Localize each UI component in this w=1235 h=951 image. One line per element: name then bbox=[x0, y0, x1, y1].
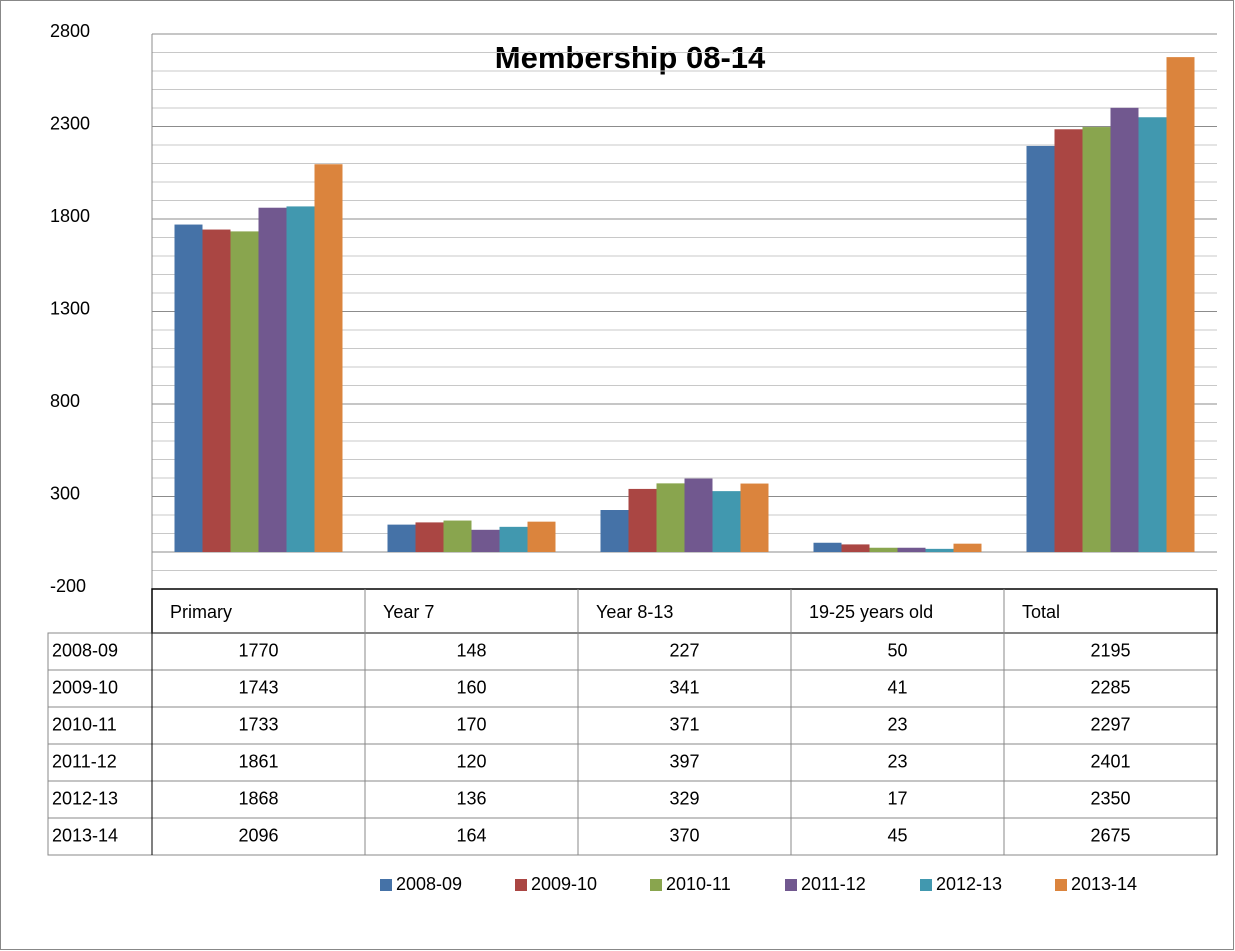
bar bbox=[499, 526, 528, 552]
bar bbox=[387, 524, 416, 552]
table-cell: 170 bbox=[456, 714, 486, 734]
table-cell: 2297 bbox=[1090, 714, 1130, 734]
table-cell: 1770 bbox=[238, 640, 278, 660]
bar bbox=[656, 483, 685, 552]
table-cell: 227 bbox=[669, 640, 699, 660]
legend-swatch bbox=[920, 879, 932, 891]
table-cell: 160 bbox=[456, 677, 486, 697]
legend-label: 2008-09 bbox=[396, 874, 462, 894]
table-cell: 23 bbox=[887, 751, 907, 771]
table-cell: 23 bbox=[887, 714, 907, 734]
table-cell: 41 bbox=[887, 677, 907, 697]
table-row-label: 2008-09 bbox=[52, 640, 118, 660]
bar bbox=[415, 522, 444, 552]
legend-label: 2012-13 bbox=[936, 874, 1002, 894]
bar bbox=[443, 520, 472, 552]
y-tick-label: 1800 bbox=[50, 206, 90, 226]
bar bbox=[286, 206, 315, 553]
y-tick-label: 300 bbox=[50, 483, 80, 503]
bar bbox=[230, 231, 259, 552]
bar bbox=[471, 529, 500, 552]
legend-label: 2010-11 bbox=[666, 874, 731, 894]
bar bbox=[684, 478, 713, 552]
table-cell: 2195 bbox=[1090, 640, 1130, 660]
bar bbox=[953, 543, 982, 552]
y-tick-label: -200 bbox=[50, 576, 86, 596]
table-cell: 164 bbox=[456, 825, 486, 845]
table-cell: 1861 bbox=[238, 751, 278, 771]
table-cell: 17 bbox=[887, 788, 907, 808]
table-cell: 1868 bbox=[238, 788, 278, 808]
legend-swatch bbox=[515, 879, 527, 891]
bar bbox=[1026, 145, 1055, 553]
table-cell: 1743 bbox=[238, 677, 278, 697]
table-cell: 2285 bbox=[1090, 677, 1130, 697]
x-tick-label: Total bbox=[1022, 602, 1060, 622]
bar bbox=[925, 548, 954, 552]
bar bbox=[1082, 127, 1111, 553]
bar bbox=[740, 483, 769, 552]
x-tick-label: 19-25 years old bbox=[809, 602, 933, 622]
table-cell: 371 bbox=[669, 714, 699, 734]
table-cell: 397 bbox=[669, 751, 699, 771]
bar bbox=[712, 491, 741, 552]
bar bbox=[527, 521, 556, 552]
bar bbox=[1166, 57, 1195, 552]
table-row-label: 2012-13 bbox=[52, 788, 118, 808]
legend-swatch bbox=[1055, 879, 1067, 891]
y-tick-label: 1300 bbox=[50, 298, 90, 318]
table-row-label: 2011-12 bbox=[52, 751, 117, 771]
y-tick-label: 2300 bbox=[50, 113, 90, 133]
table-row-label: 2013-14 bbox=[52, 825, 118, 845]
x-tick-label: Year 7 bbox=[383, 602, 434, 622]
table-cell: 120 bbox=[456, 751, 486, 771]
table-row-label: 2010-11 bbox=[52, 714, 117, 734]
bar bbox=[202, 229, 231, 553]
table-cell: 136 bbox=[456, 788, 486, 808]
legend-swatch bbox=[785, 879, 797, 891]
table-cell: 329 bbox=[669, 788, 699, 808]
bar bbox=[897, 547, 926, 552]
y-tick-label: 800 bbox=[50, 391, 80, 411]
bar bbox=[628, 488, 657, 552]
bar bbox=[1138, 117, 1167, 552]
legend-label: 2011-12 bbox=[801, 874, 866, 894]
bar bbox=[600, 510, 629, 552]
table-cell: 45 bbox=[887, 825, 907, 845]
table-row-label: 2009-10 bbox=[52, 677, 118, 697]
bar bbox=[1054, 129, 1083, 552]
x-tick-label: Year 8-13 bbox=[596, 602, 673, 622]
chart-title: Membership 08-14 bbox=[495, 40, 766, 75]
bar bbox=[813, 542, 842, 552]
bar bbox=[841, 544, 870, 552]
table-cell: 148 bbox=[456, 640, 486, 660]
bar bbox=[314, 164, 343, 553]
legend-label: 2009-10 bbox=[531, 874, 597, 894]
table-cell: 50 bbox=[887, 640, 907, 660]
table-cell: 2675 bbox=[1090, 825, 1130, 845]
legend-swatch bbox=[650, 879, 662, 891]
y-tick-label: 2800 bbox=[50, 21, 90, 41]
bar bbox=[258, 207, 287, 552]
table-cell: 2350 bbox=[1090, 788, 1130, 808]
table-cell: 2401 bbox=[1090, 751, 1130, 771]
bar bbox=[1110, 107, 1139, 552]
table-cell: 1733 bbox=[238, 714, 278, 734]
x-tick-label: Primary bbox=[170, 602, 232, 622]
table-cell: 2096 bbox=[238, 825, 278, 845]
bar bbox=[174, 224, 203, 553]
legend-label: 2013-14 bbox=[1071, 874, 1137, 894]
table-cell: 341 bbox=[669, 677, 699, 697]
legend-swatch bbox=[380, 879, 392, 891]
bar bbox=[869, 547, 898, 552]
table-cell: 370 bbox=[669, 825, 699, 845]
